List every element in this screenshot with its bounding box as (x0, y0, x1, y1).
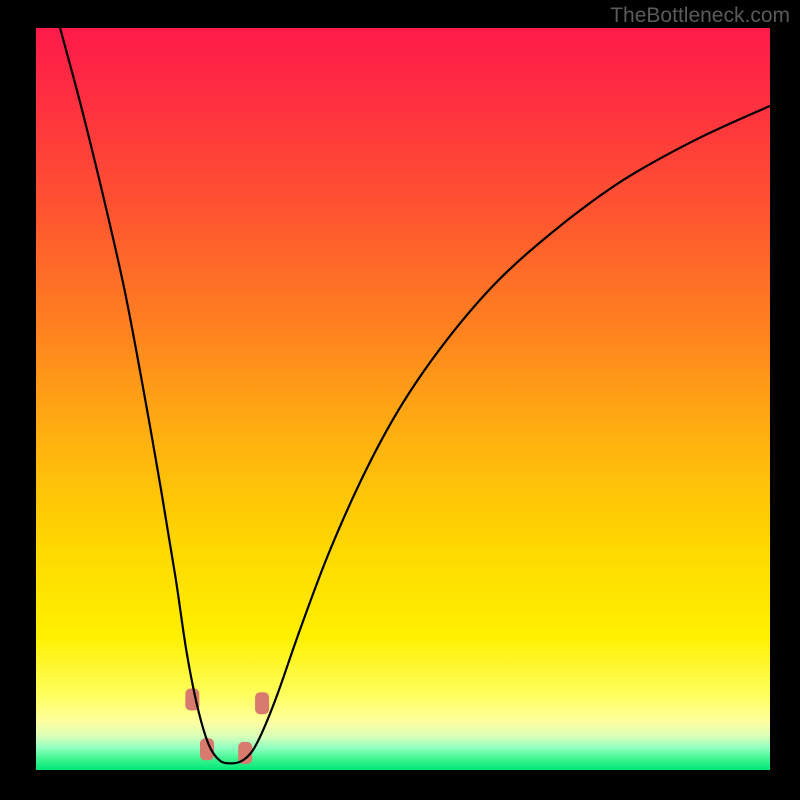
chart-svg (36, 28, 770, 770)
curve-marker (255, 692, 269, 714)
plot-area (36, 28, 770, 770)
chart-container: TheBottleneck.com (0, 0, 800, 800)
watermark-text: TheBottleneck.com (610, 4, 790, 28)
